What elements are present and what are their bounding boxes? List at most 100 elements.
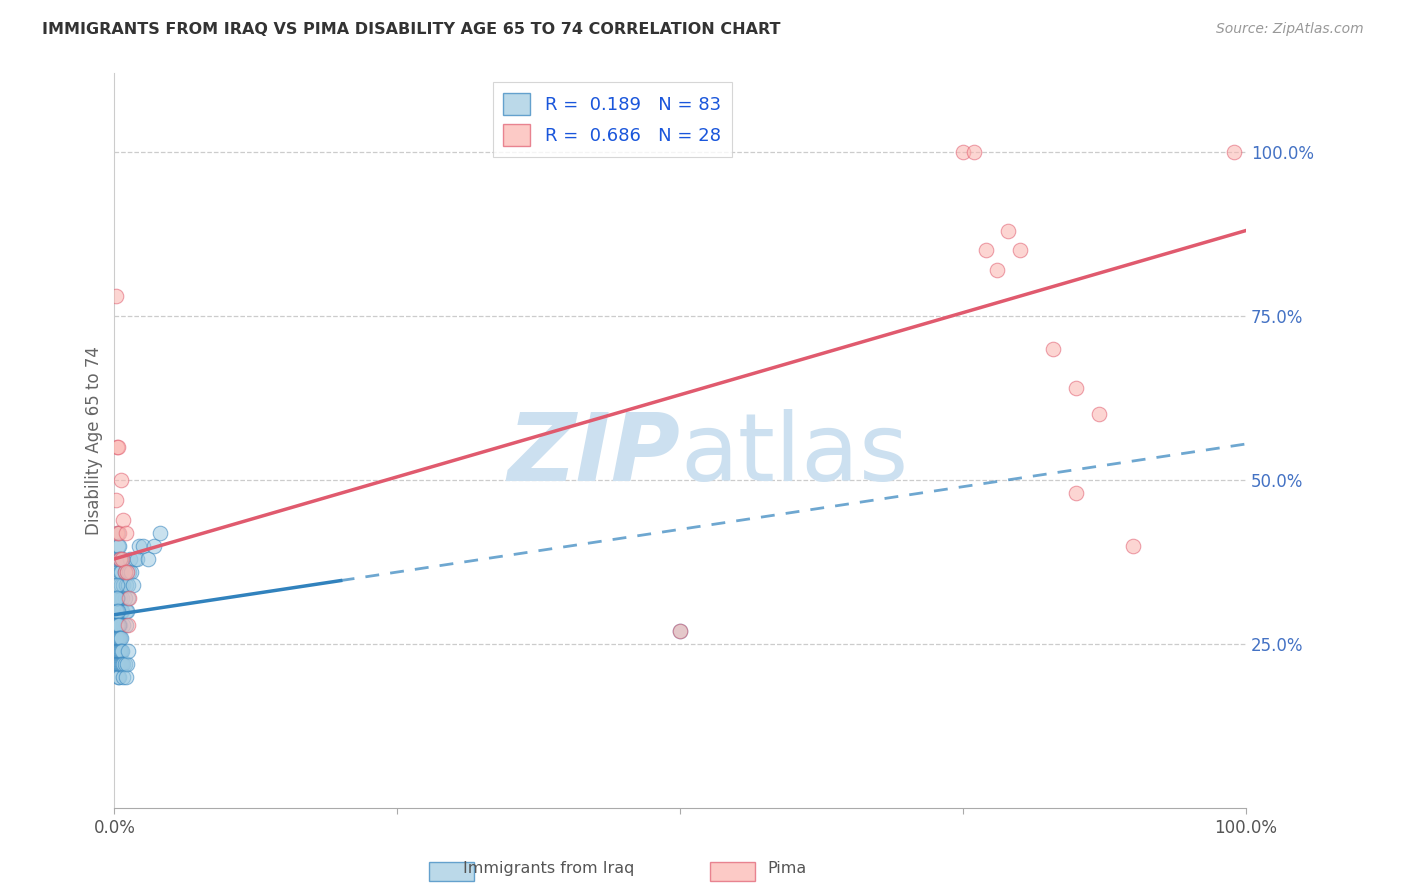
Point — [1223, 145, 1246, 159]
Point — [112, 617, 135, 632]
Point — [114, 578, 136, 592]
Text: ZIP: ZIP — [508, 409, 681, 501]
Point — [112, 657, 135, 671]
Point — [115, 657, 138, 671]
Legend: R =  0.189   N = 83, R =  0.686   N = 28: R = 0.189 N = 83, R = 0.686 N = 28 — [492, 82, 733, 157]
Point — [1064, 486, 1087, 500]
Point — [107, 604, 129, 618]
Point — [104, 591, 127, 606]
Point — [108, 670, 131, 684]
Point — [108, 617, 131, 632]
Text: atlas: atlas — [681, 409, 908, 501]
Point — [669, 624, 692, 639]
Point — [114, 565, 136, 579]
Point — [125, 552, 148, 566]
Point — [107, 440, 129, 454]
Point — [108, 578, 131, 592]
Point — [115, 604, 138, 618]
Point — [669, 624, 692, 639]
Point — [149, 525, 172, 540]
Point — [1064, 381, 1087, 395]
Point — [124, 552, 146, 566]
Point — [121, 578, 143, 592]
Point — [108, 525, 131, 540]
Point — [1008, 244, 1031, 258]
Point — [111, 644, 134, 658]
Point — [104, 617, 127, 632]
Point — [105, 591, 128, 606]
Point — [118, 591, 141, 606]
Point — [107, 631, 129, 645]
Text: Immigrants from Iraq: Immigrants from Iraq — [463, 861, 634, 876]
Point — [114, 604, 136, 618]
Point — [108, 565, 131, 579]
Point — [117, 617, 139, 632]
Point — [107, 539, 129, 553]
Point — [111, 604, 134, 618]
Point — [115, 565, 138, 579]
Point — [986, 263, 1008, 277]
Point — [107, 670, 129, 684]
Point — [107, 617, 129, 632]
Point — [104, 604, 127, 618]
Point — [117, 578, 139, 592]
Point — [110, 473, 132, 487]
Point — [1042, 342, 1064, 356]
Point — [108, 539, 131, 553]
Point — [952, 145, 974, 159]
Point — [110, 657, 132, 671]
Point — [108, 591, 131, 606]
Point — [114, 657, 136, 671]
Point — [107, 565, 129, 579]
Point — [1122, 539, 1144, 553]
Point — [138, 552, 160, 566]
Point — [107, 591, 129, 606]
Point — [110, 604, 132, 618]
Point — [105, 578, 128, 592]
Point — [131, 539, 153, 553]
Point — [104, 631, 127, 645]
Point — [114, 670, 136, 684]
Point — [111, 657, 134, 671]
Point — [105, 604, 128, 618]
Point — [974, 244, 997, 258]
Point — [104, 289, 127, 303]
Point — [114, 617, 136, 632]
Point — [108, 552, 131, 566]
Point — [108, 631, 131, 645]
Point — [107, 644, 129, 658]
Point — [108, 657, 131, 671]
Point — [110, 578, 132, 592]
Text: IMMIGRANTS FROM IRAQ VS PIMA DISABILITY AGE 65 TO 74 CORRELATION CHART: IMMIGRANTS FROM IRAQ VS PIMA DISABILITY … — [42, 22, 780, 37]
Point — [117, 591, 139, 606]
Point — [111, 552, 134, 566]
Point — [963, 145, 986, 159]
Point — [112, 670, 135, 684]
Point — [115, 565, 138, 579]
Point — [112, 512, 135, 526]
Point — [114, 525, 136, 540]
Point — [104, 591, 127, 606]
Point — [108, 552, 131, 566]
Point — [105, 617, 128, 632]
Point — [108, 644, 131, 658]
Point — [105, 644, 128, 658]
Y-axis label: Disability Age 65 to 74: Disability Age 65 to 74 — [86, 346, 103, 535]
Point — [110, 631, 132, 645]
Point — [111, 552, 134, 566]
Text: Source: ZipAtlas.com: Source: ZipAtlas.com — [1216, 22, 1364, 37]
Point — [143, 539, 166, 553]
Point — [105, 631, 128, 645]
Point — [1087, 408, 1109, 422]
Point — [997, 223, 1019, 237]
Point — [104, 604, 127, 618]
Point — [105, 440, 128, 454]
Point — [110, 565, 132, 579]
Point — [120, 552, 142, 566]
Point — [108, 552, 131, 566]
Point — [105, 591, 128, 606]
Point — [114, 591, 136, 606]
Point — [107, 525, 129, 540]
Point — [114, 565, 136, 579]
Point — [110, 644, 132, 658]
